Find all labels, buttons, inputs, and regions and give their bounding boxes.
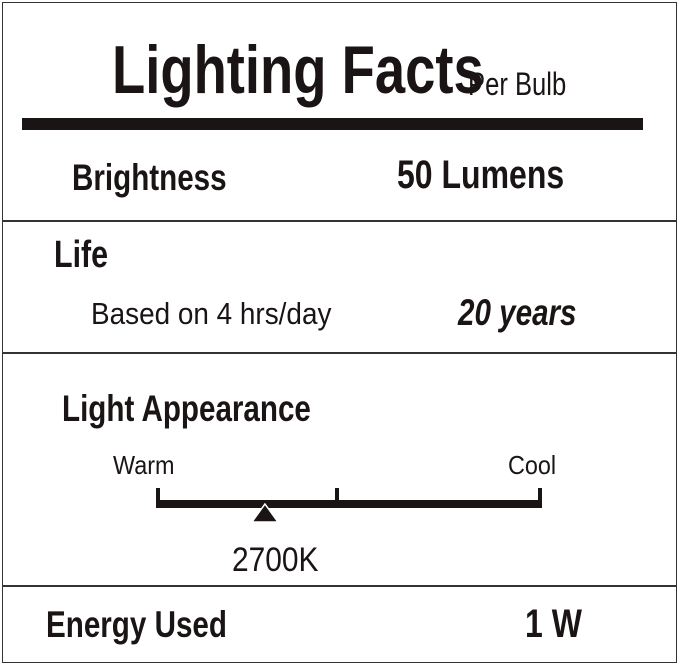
marker-triangle-icon: [250, 502, 280, 523]
scale-tick-middle: [335, 488, 339, 508]
appearance-label: Light Appearance: [62, 388, 311, 429]
title-divider: [22, 118, 643, 130]
divider: [2, 220, 677, 222]
life-value: 20 years: [458, 292, 577, 333]
energy-value: 1 W: [525, 602, 582, 646]
life-note: Based on 4 hrs/day: [91, 296, 332, 331]
scale-bar: [156, 500, 542, 508]
marker-value: 2700K: [232, 541, 319, 579]
scale-tick-left: [156, 488, 160, 508]
divider: [2, 352, 677, 354]
scale-tick-right: [538, 488, 542, 508]
life-label: Life: [54, 234, 109, 276]
color-temperature-scale: [156, 488, 542, 523]
per-bulb-subtitle: Per Bulb: [468, 66, 567, 102]
scale-warm-label: Warm: [113, 450, 175, 480]
brightness-value: 50 Lumens: [397, 153, 565, 197]
scale-cool-label: Cool: [508, 450, 557, 480]
page-title: Lighting Facts: [112, 32, 484, 108]
divider: [2, 585, 677, 587]
brightness-label: Brightness: [72, 157, 227, 198]
energy-label: Energy Used: [46, 604, 227, 645]
